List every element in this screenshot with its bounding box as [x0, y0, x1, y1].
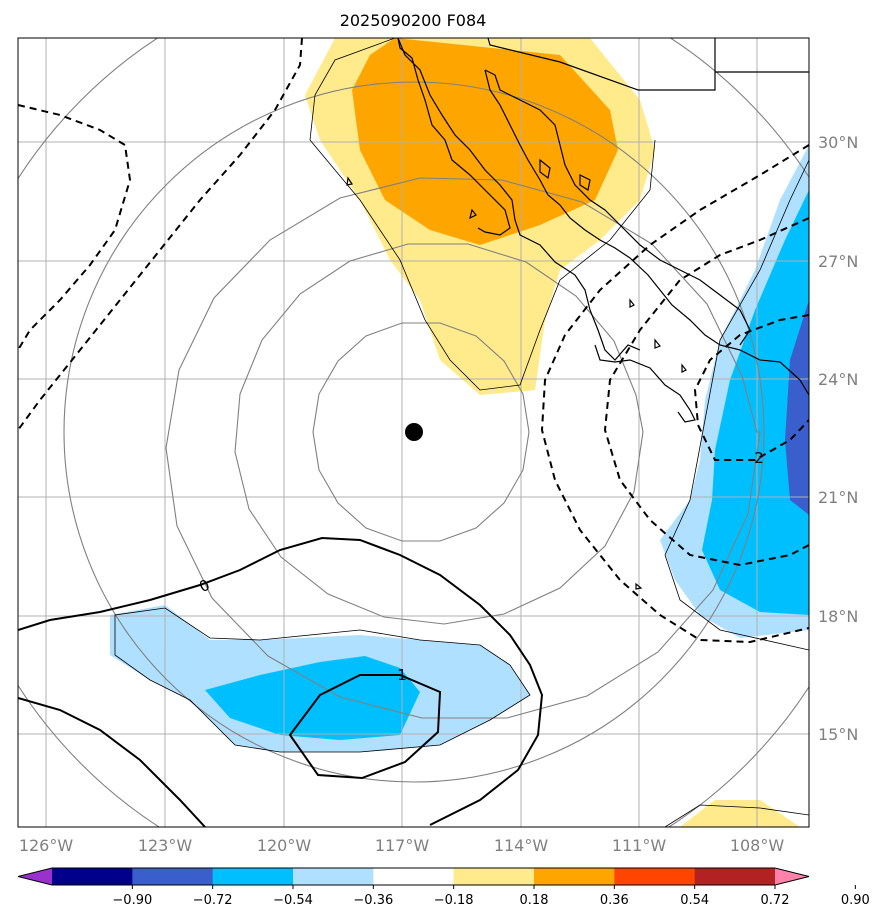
- colorbar-tick-label: −0.18: [434, 893, 474, 908]
- lon-label: 111°W: [612, 836, 667, 855]
- colorbar-extend-min: [18, 868, 52, 885]
- southern-baja-tip: [594, 344, 696, 423]
- fill-pos1-south: [680, 800, 800, 827]
- colorbar-extend-max: [775, 868, 809, 885]
- colorbar-tick-label: −0.54: [273, 893, 313, 908]
- solid-contours: [18, 536, 544, 827]
- fill-neg2-east: [702, 190, 809, 615]
- colorbar-tick-label: 0.36: [600, 893, 629, 908]
- gulf-coast-west: [397, 38, 641, 361]
- colorbar-segment: [293, 868, 374, 885]
- ring-2: [234, 243, 644, 625]
- contour-label-1: 1: [397, 666, 407, 684]
- ring-1: [312, 322, 530, 542]
- lon-label: 126°W: [19, 836, 74, 855]
- contour-labels: 0 1 2: [196, 449, 764, 684]
- us-mexico-border: [487, 38, 809, 91]
- baja-peninsula: [397, 38, 511, 236]
- colorbar-segment: [534, 868, 615, 885]
- dashed-contours: [18, 38, 809, 644]
- colorbar-tick-label: −0.72: [193, 893, 233, 908]
- storm-center-marker: [405, 423, 423, 441]
- colorbar-outline: [17, 867, 810, 886]
- lat-label: 15°N: [818, 725, 858, 744]
- colorbar-segment: [453, 868, 535, 885]
- colorbar-tick-label: −0.90: [112, 893, 152, 908]
- negative-anomaly-fill: [110, 145, 809, 752]
- mainland-coast: [484, 69, 751, 346]
- lat-label: 27°N: [818, 252, 858, 271]
- lon-label: 120°W: [257, 836, 312, 855]
- map-area: 0 1 2: [18, 38, 809, 827]
- lat-label: 30°N: [818, 133, 858, 152]
- colorbar-segment: [52, 868, 133, 885]
- lon-label: 123°W: [138, 836, 193, 855]
- colorbar-segment: [373, 868, 455, 885]
- lon-label: 108°W: [730, 836, 785, 855]
- coastline: [346, 38, 809, 590]
- figure-title: 2025090200 F084: [340, 11, 487, 30]
- graticule: [18, 38, 809, 827]
- lat-label: 18°N: [818, 607, 858, 626]
- longitude-labels: 126°W 123°W 120°W 117°W 114°W 111°W 108°…: [19, 836, 785, 855]
- distance-rings: [18, 38, 809, 827]
- fill-neg2-south: [205, 656, 420, 740]
- lon-label: 117°W: [375, 836, 430, 855]
- colorbar-tick-label: 0.72: [761, 893, 790, 908]
- sonora-coast: [484, 69, 809, 396]
- lon-label: 114°W: [494, 836, 549, 855]
- islands: [346, 158, 687, 590]
- colorbar-tick-label: 0.18: [520, 893, 549, 908]
- colorbar-segment: [132, 868, 214, 885]
- contour-label-2: 2: [754, 449, 764, 467]
- colorbar-tick-label: 0.90: [841, 893, 870, 908]
- map-frame: [17, 37, 810, 828]
- colorbar-segment: [212, 868, 294, 885]
- ring-4: [63, 81, 765, 783]
- latitude-labels: 30°N 27°N 24°N 21°N 18°N 15°N: [818, 133, 858, 744]
- thin-outline: [114, 38, 809, 827]
- ring-3: [165, 177, 761, 719]
- colorbar-segment: [694, 868, 776, 885]
- colorbar-segment: [614, 868, 696, 885]
- colorbar: −0.90 −0.72 −0.54 −0.36 −0.18 0.18 0.36 0.54 0.7…: [17, 867, 870, 908]
- lat-label: 24°N: [818, 370, 858, 389]
- contour-label-0: 0: [196, 576, 212, 596]
- fill-neg3-east: [785, 300, 809, 515]
- lat-label: 21°N: [818, 488, 858, 507]
- colorbar-tick-label: −0.36: [353, 893, 393, 908]
- colorbar-tick-label: 0.54: [680, 893, 709, 908]
